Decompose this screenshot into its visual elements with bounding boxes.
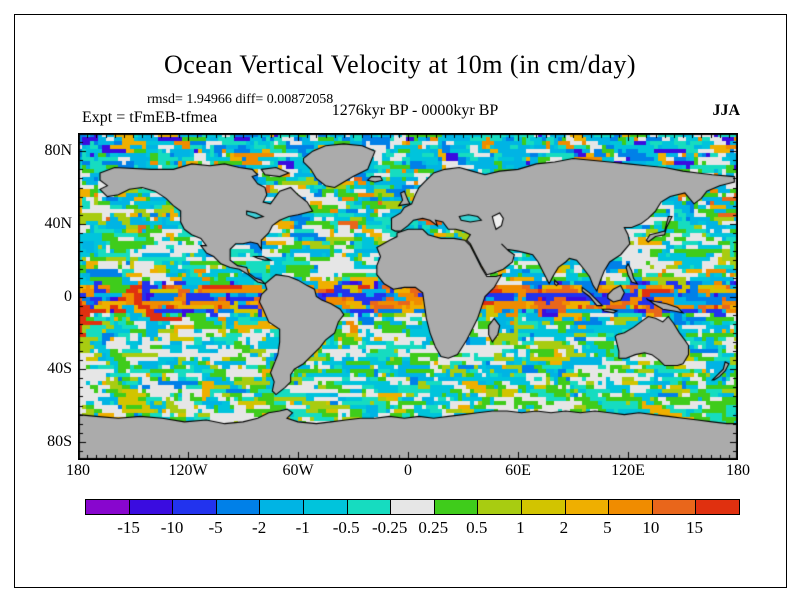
- colorbar-segment: [521, 500, 566, 514]
- colorbar-segment: [478, 500, 522, 514]
- colorbar-segment: [696, 500, 739, 514]
- x-axis-tick-label: 60W: [282, 462, 314, 479]
- colorbar-segment: [565, 500, 610, 514]
- colorbar-value-label: 5: [603, 518, 612, 537]
- y-axis-tick-label: 80N: [44, 142, 72, 160]
- colorbar-value-label: -0.25: [372, 518, 408, 537]
- x-axis-tick-label: 60E: [505, 462, 531, 479]
- y-axis-tick-label: 40N: [44, 214, 72, 232]
- y-axis-tick-label: 80S: [47, 432, 72, 450]
- colorbar-segment: [303, 500, 348, 514]
- x-axis-tick-label: 180: [726, 462, 750, 479]
- colorbar-value-label: 10: [642, 518, 660, 537]
- colorbar-segment: [216, 500, 261, 514]
- colorbar-segment: [652, 500, 697, 514]
- y-axis-tick-label: 40S: [47, 360, 72, 378]
- season-label: JJA: [712, 102, 740, 119]
- x-axis-tick-label: 180: [66, 462, 90, 479]
- x-axis-tick-label: 120E: [611, 462, 645, 479]
- colorbar-segment: [609, 500, 653, 514]
- colorbar-segment: [391, 500, 435, 514]
- world-map-plot: [78, 133, 738, 460]
- colorbar: [85, 499, 740, 515]
- colorbar-value-label: -0.5: [332, 518, 360, 537]
- colorbar-segment: [347, 500, 392, 514]
- colorbar-value-label: -10: [160, 518, 184, 537]
- velocity-field-map-canvas: [78, 133, 738, 460]
- time-period-label: 1276kyr BP - 0000kyr BP: [331, 102, 499, 119]
- colorbar-segment: [260, 500, 304, 514]
- x-axis-tick-label: 120W: [168, 462, 208, 479]
- colorbar-segment: [173, 500, 217, 514]
- colorbar-segment: [434, 500, 479, 514]
- colorbar-value-label: -15: [117, 518, 140, 537]
- chart-title: Ocean Vertical Velocity at 10m (in cm/da…: [163, 50, 636, 79]
- y-axis-tick-label: 0: [64, 287, 72, 305]
- x-axis-tick-label: 0: [404, 462, 412, 479]
- colorbar-value-label: -5: [208, 518, 223, 537]
- colorbar-value-label: -2: [252, 518, 267, 537]
- colorbar-value-label: 2: [559, 518, 569, 537]
- colorbar-segment: [129, 500, 174, 514]
- colorbar-value-label: 0.25: [418, 518, 449, 537]
- colorbar-value-label: 1: [516, 518, 525, 537]
- colorbar-segment: [86, 500, 130, 514]
- experiment-label: Expt = tFmEB-tfmea: [82, 109, 218, 126]
- colorbar-value-label: 0.5: [466, 518, 488, 537]
- rmsd-diff-stats: rmsd= 1.94966 diff= 0.00872058: [147, 92, 334, 107]
- page-border-frame: [14, 14, 787, 588]
- colorbar-value-label: 15: [685, 518, 703, 537]
- colorbar-value-label: -1: [295, 518, 310, 537]
